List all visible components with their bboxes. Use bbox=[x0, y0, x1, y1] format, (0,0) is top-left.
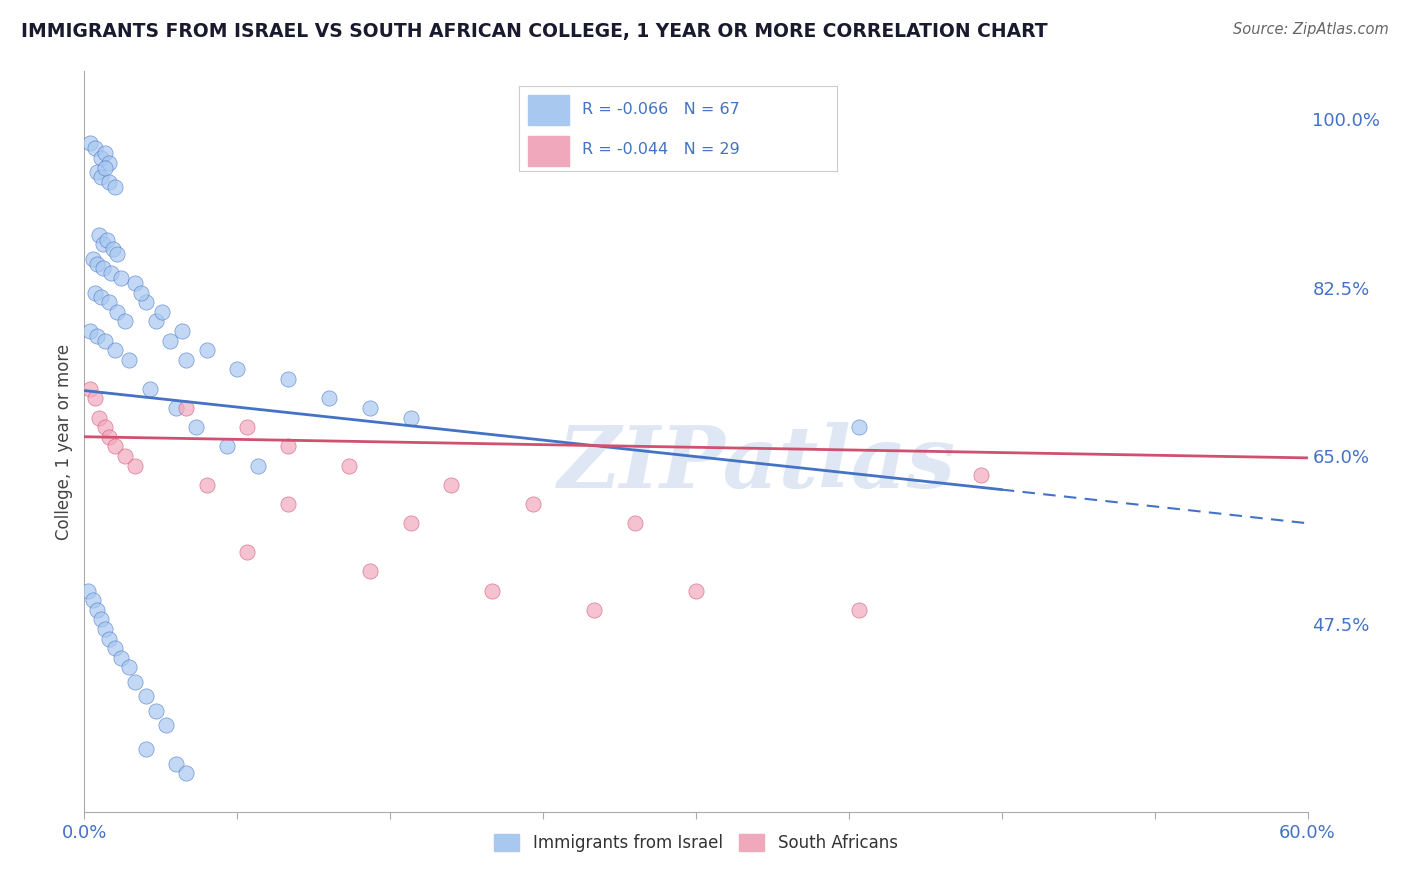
Point bbox=[124, 276, 146, 290]
Legend: Immigrants from Israel, South Africans: Immigrants from Israel, South Africans bbox=[488, 828, 904, 859]
Point bbox=[195, 478, 218, 492]
Point bbox=[104, 439, 127, 453]
Point bbox=[114, 449, 136, 463]
Point bbox=[440, 478, 463, 492]
Point bbox=[83, 285, 105, 300]
Point bbox=[104, 641, 127, 656]
Point bbox=[90, 612, 112, 626]
Point bbox=[195, 343, 218, 358]
Point bbox=[90, 151, 112, 165]
Point bbox=[359, 565, 381, 579]
Point bbox=[155, 718, 177, 732]
Point bbox=[131, 285, 153, 300]
Point bbox=[174, 352, 197, 367]
Point bbox=[79, 382, 101, 396]
Point bbox=[135, 295, 157, 310]
Point bbox=[91, 237, 114, 252]
Point bbox=[79, 324, 101, 338]
Point bbox=[124, 458, 146, 473]
Point bbox=[97, 430, 120, 444]
Point bbox=[583, 603, 606, 617]
Point bbox=[277, 439, 299, 453]
Point bbox=[118, 660, 141, 674]
Point bbox=[766, 141, 789, 155]
Point bbox=[685, 583, 707, 598]
Point bbox=[174, 766, 197, 780]
Point bbox=[145, 704, 167, 718]
Point bbox=[93, 161, 115, 175]
Point bbox=[848, 420, 870, 434]
Point bbox=[93, 420, 115, 434]
Point bbox=[100, 266, 122, 280]
Text: ZIPatlas: ZIPatlas bbox=[558, 422, 956, 506]
Point bbox=[91, 261, 114, 276]
Point bbox=[339, 458, 361, 473]
Point bbox=[848, 603, 870, 617]
Point bbox=[135, 742, 157, 756]
Point bbox=[104, 343, 127, 358]
Point bbox=[174, 401, 197, 415]
Point bbox=[236, 545, 259, 559]
Point bbox=[118, 352, 141, 367]
Point bbox=[236, 420, 259, 434]
Point bbox=[83, 141, 105, 155]
Text: Source: ZipAtlas.com: Source: ZipAtlas.com bbox=[1233, 22, 1389, 37]
Point bbox=[165, 401, 187, 415]
Point bbox=[114, 314, 136, 328]
Point bbox=[87, 410, 110, 425]
Point bbox=[96, 233, 118, 247]
Text: IMMIGRANTS FROM ISRAEL VS SOUTH AFRICAN COLLEGE, 1 YEAR OR MORE CORRELATION CHAR: IMMIGRANTS FROM ISRAEL VS SOUTH AFRICAN … bbox=[21, 22, 1047, 41]
Point bbox=[145, 314, 167, 328]
Y-axis label: College, 1 year or more: College, 1 year or more bbox=[55, 343, 73, 540]
Point bbox=[226, 362, 249, 376]
Point bbox=[970, 468, 993, 483]
Point bbox=[217, 439, 239, 453]
Point bbox=[77, 583, 100, 598]
Point bbox=[110, 651, 132, 665]
Point bbox=[97, 632, 120, 646]
Point bbox=[399, 410, 422, 425]
Point bbox=[104, 179, 127, 194]
Point bbox=[105, 304, 128, 318]
Point bbox=[481, 583, 503, 598]
Point bbox=[318, 391, 340, 405]
Point bbox=[318, 819, 340, 833]
Point bbox=[135, 690, 157, 704]
Point bbox=[138, 382, 160, 396]
Point bbox=[90, 290, 112, 304]
Point bbox=[93, 622, 115, 636]
Point bbox=[86, 603, 108, 617]
Point bbox=[522, 497, 544, 511]
Point bbox=[93, 146, 115, 161]
Point bbox=[93, 334, 115, 348]
Point bbox=[83, 391, 105, 405]
Point bbox=[105, 247, 128, 261]
Point bbox=[246, 458, 269, 473]
Point bbox=[399, 516, 422, 531]
Point bbox=[82, 252, 104, 266]
Point bbox=[624, 516, 647, 531]
Point bbox=[150, 304, 173, 318]
Point bbox=[172, 324, 194, 338]
Point bbox=[186, 420, 208, 434]
Point bbox=[87, 227, 110, 242]
Point bbox=[86, 328, 108, 343]
Point bbox=[359, 401, 381, 415]
Point bbox=[277, 497, 299, 511]
Point bbox=[97, 295, 120, 310]
Point bbox=[277, 372, 299, 386]
Point bbox=[97, 155, 120, 169]
Point bbox=[97, 175, 120, 189]
Point bbox=[124, 674, 146, 689]
Point bbox=[159, 334, 181, 348]
Point bbox=[79, 136, 101, 151]
Point bbox=[101, 242, 124, 256]
Point bbox=[86, 165, 108, 179]
Point bbox=[110, 271, 132, 285]
Point bbox=[82, 593, 104, 607]
Point bbox=[165, 756, 187, 771]
Point bbox=[90, 170, 112, 185]
Point bbox=[86, 257, 108, 271]
